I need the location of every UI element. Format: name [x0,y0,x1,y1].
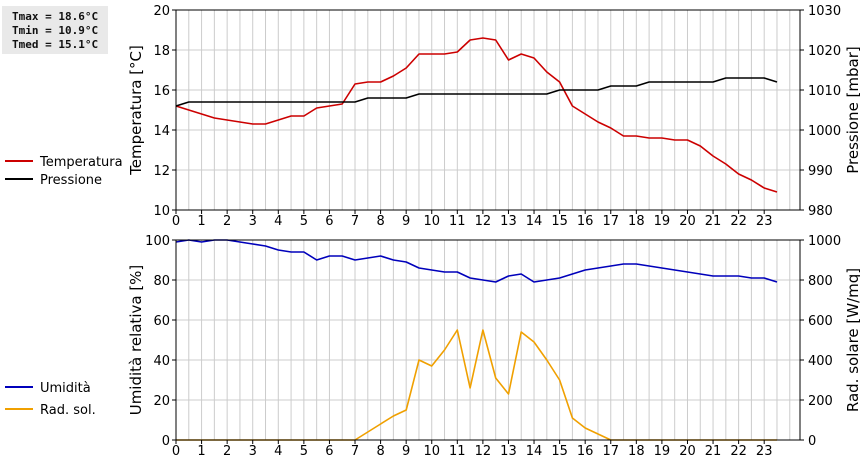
x-tick-label: 15 [551,214,568,229]
x-tick-label: 18 [628,214,645,229]
x-tick-label: 21 [705,214,722,229]
y-right-tick-label: 400 [808,354,833,369]
stat-tmax: Tmax = 18.6°C [12,10,99,23]
x-tick-label: 19 [654,214,671,229]
y-left-tick-label: 0 [162,434,170,449]
plot-frame-top [175,9,801,211]
x-tick-label: 5 [300,444,308,459]
x-tick-label: 21 [705,444,722,459]
x-tick-label: 2 [223,214,231,229]
legend-label-umidita: Umidità [40,381,91,396]
x-tick-label: 14 [526,214,543,229]
x-tick-label: 1 [197,214,205,229]
series-line-umidità [175,239,778,283]
x-tick-label: 10 [423,444,440,459]
x-tick-label: 13 [500,444,517,459]
series-line-temperatura [175,37,778,193]
bottom-y-left-label: Umidità relativa [%] [127,265,145,416]
x-tick-label: 20 [679,214,696,229]
x-tick-label: 0 [172,214,180,229]
x-tick-label: 4 [274,214,282,229]
y-right-tick-label: 1030 [808,4,841,19]
plot-frame-bottom [175,239,801,441]
x-tick-label: 12 [475,214,492,229]
y-left-tick-label: 100 [145,234,170,249]
y-right-tick-label: 1020 [808,44,841,59]
legend-bottom: Umidità Rad. sol. [5,381,96,418]
x-tick-label: 17 [602,444,619,459]
x-tick-label: 9 [402,444,410,459]
x-tick-label: 7 [351,214,359,229]
legend-top: Temperatura Pressione [5,155,123,188]
x-tick-label: 19 [654,444,671,459]
x-tick-label: 23 [756,214,773,229]
y-left-tick-label: 12 [153,164,170,179]
y-right-tick-label: 0 [808,434,816,449]
y-left-tick-label: 20 [153,4,170,19]
x-tick-label: 3 [249,214,257,229]
x-tick-label: 16 [577,214,594,229]
x-tick-label: 18 [628,444,645,459]
y-right-tick-label: 990 [808,164,833,179]
stats-box: Tmax = 18.6°C Tmin = 10.9°C Tmed = 15.1°… [2,6,108,54]
top-y-left-label: Temperatura [°C] [127,45,145,176]
y-left-tick-label: 80 [153,274,170,289]
y-left-tick-label: 60 [153,314,170,329]
x-tick-label: 23 [756,444,773,459]
x-tick-label: 12 [475,444,492,459]
x-tick-label: 8 [376,214,384,229]
x-tick-label: 8 [376,444,384,459]
y-right-tick-label: 800 [808,274,833,289]
x-tick-label: 17 [602,214,619,229]
y-left-tick-label: 40 [153,354,170,369]
top-y-right-label: Pressione [mbar] [844,46,860,174]
y-right-tick-label: 1000 [808,234,841,249]
y-right-tick-label: 600 [808,314,833,329]
stat-tmed: Tmed = 15.1°C [12,38,99,51]
series-line-rad-sol [176,329,777,441]
x-tick-label: 15 [551,444,568,459]
y-right-tick-label: 1000 [808,124,841,139]
panel-humidity-radiation: 0 1 2 3 4 5 6 7 8 9 10 11 12 13 14 15 16 17 18 19 20 21 22 2302… [145,234,841,459]
x-tick-label: 5 [300,214,308,229]
x-tick-label: 1 [197,444,205,459]
x-tick-label: 13 [500,214,517,229]
bottom-y-right-label: Rad. solare [W/mq] [844,268,860,412]
x-tick-label: 16 [577,444,594,459]
y-left-tick-label: 10 [153,204,170,219]
stat-tmin: Tmin = 10.9°C [12,24,99,37]
legend-label-pressione: Pressione [40,173,102,188]
x-tick-label: 14 [526,444,543,459]
panel-temperature-pressure: 0 1 2 3 4 5 6 7 8 9 10 11 12 13 14 15 16 17 18 19 20 21 22 2310… [153,4,841,229]
x-tick-label: 22 [730,444,747,459]
legend-label-temperatura: Temperatura [39,155,123,170]
legend-label-rad-sol: Rad. sol. [40,403,96,418]
series-line-pressione [175,77,778,107]
x-tick-label: 0 [172,444,180,459]
x-tick-label: 10 [423,214,440,229]
y-right-tick-label: 1010 [808,84,841,99]
x-tick-label: 7 [351,444,359,459]
y-left-tick-label: 18 [153,44,170,59]
x-tick-label: 6 [325,444,333,459]
y-left-tick-label: 14 [153,124,170,139]
y-right-tick-label: 980 [808,204,833,219]
x-tick-label: 20 [679,444,696,459]
x-tick-label: 22 [730,214,747,229]
x-tick-label: 2 [223,444,231,459]
x-tick-label: 6 [325,214,333,229]
x-tick-label: 3 [249,444,257,459]
x-tick-label: 4 [274,444,282,459]
y-left-tick-label: 20 [153,394,170,409]
x-tick-label: 9 [402,214,410,229]
x-tick-label: 11 [449,444,466,459]
x-tick-label: 11 [449,214,466,229]
y-right-tick-label: 200 [808,394,833,409]
y-left-tick-label: 16 [153,84,170,99]
